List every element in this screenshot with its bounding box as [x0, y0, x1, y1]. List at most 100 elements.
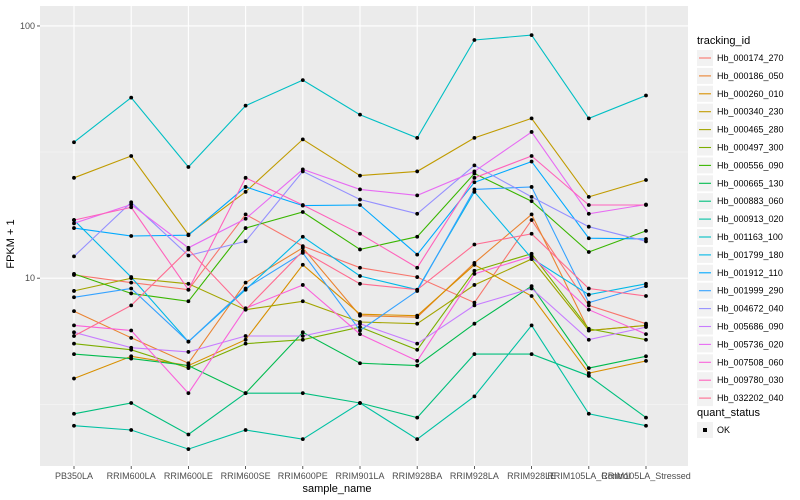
data-point [129, 280, 134, 285]
y-axis-title: FPKM + 1 [5, 219, 17, 268]
data-point [300, 437, 305, 442]
data-point [358, 281, 362, 286]
data-point [186, 253, 191, 258]
y-tick-label: 100 [20, 21, 35, 31]
legend-item: Hb_000556_090 [697, 157, 784, 174]
data-point [243, 216, 248, 221]
data-point [72, 309, 76, 314]
legend-title: tracking_id [697, 35, 750, 47]
y-axis: 10 100 [20, 21, 40, 283]
data-point [415, 347, 420, 352]
data-point [300, 234, 305, 239]
data-point [644, 358, 648, 363]
data-point [472, 187, 477, 192]
data-point [644, 337, 648, 342]
data-point [472, 268, 477, 273]
data-point [586, 195, 591, 199]
data-point [529, 352, 534, 356]
data-point [358, 231, 362, 236]
data-point [415, 169, 420, 174]
data-point [129, 428, 134, 432]
data-point [300, 137, 305, 142]
data-point [243, 103, 248, 108]
data-point [186, 165, 191, 169]
legend-label: Hb_009780_030 [717, 375, 784, 385]
data-point [586, 236, 591, 241]
x-tick-label: RRIM901LA [335, 471, 384, 481]
data-point [358, 274, 362, 278]
data-point [472, 169, 477, 174]
data-point [358, 247, 362, 252]
data-point [129, 335, 134, 340]
data-point [300, 167, 305, 172]
data-point [472, 321, 477, 326]
legend-item: Hb_000883_060 [697, 193, 784, 210]
data-point [358, 332, 362, 337]
legend-label: Hb_005686_090 [717, 322, 784, 332]
data-point [186, 339, 191, 344]
data-point [300, 334, 305, 338]
legend-label: Hb_000883_060 [717, 196, 784, 206]
legend-label: Hb_000913_020 [717, 214, 784, 224]
data-point [72, 289, 76, 293]
data-point [472, 394, 477, 399]
data-point [243, 280, 248, 285]
data-point [586, 373, 591, 378]
data-point [243, 307, 248, 312]
data-point [644, 423, 648, 428]
data-point [415, 363, 420, 368]
data-point [129, 345, 134, 350]
data-point [72, 341, 76, 346]
x-axis-title: sample_name [302, 483, 371, 495]
data-point [644, 239, 648, 244]
data-point [358, 203, 362, 207]
data-point [129, 202, 134, 207]
legend-item: Hb_005736_020 [697, 336, 784, 353]
data-point [300, 78, 305, 83]
x-tick-label: PB350LA [55, 471, 93, 481]
data-point [358, 112, 362, 117]
data-point [415, 135, 420, 140]
data-point [586, 411, 591, 416]
legend-item: Hb_000913_020 [697, 211, 784, 228]
data-point [472, 283, 477, 287]
data-point [586, 292, 591, 297]
data-point [472, 180, 477, 185]
data-point [72, 334, 76, 338]
legend-item: Hb_001912_110 [697, 264, 783, 281]
legend-item: Hb_001799_180 [697, 246, 784, 263]
data-point [186, 391, 191, 396]
data-point [243, 391, 248, 396]
data-point [529, 195, 534, 199]
legend-item: Hb_000340_230 [697, 103, 784, 120]
data-point [586, 116, 591, 121]
data-point [300, 330, 305, 335]
data-point [415, 252, 420, 257]
legend-label: Hb_000340_230 [717, 107, 784, 117]
data-point [415, 193, 420, 198]
data-point [644, 284, 648, 289]
data-point [300, 337, 305, 342]
data-point [415, 211, 420, 216]
x-axis: PB350LA RRIM600LA RRIM600LE RRIM600SE RRIM60… [55, 466, 691, 481]
legend-item: Hb_000260_010 [697, 85, 784, 102]
data-point [243, 189, 248, 194]
x-tick-label: RRIM600LA [107, 471, 156, 481]
legend-item: Hb_032202_040 [697, 390, 784, 407]
data-point [472, 135, 477, 140]
legend-item: Hb_001999_290 [697, 282, 784, 299]
legend-key-point [703, 428, 707, 432]
data-point [129, 303, 134, 308]
data-point [358, 173, 362, 178]
data-point [415, 358, 420, 363]
legend-label: Hb_005736_020 [717, 339, 784, 349]
data-point [72, 323, 76, 328]
legend-label: Hb_000174_270 [717, 53, 784, 63]
data-point [415, 341, 420, 346]
data-point [529, 323, 534, 328]
data-point [529, 254, 534, 259]
data-point [129, 291, 134, 296]
legend-label: OK [717, 425, 730, 435]
legend-title: quant_status [697, 407, 760, 419]
data-point [586, 286, 591, 291]
